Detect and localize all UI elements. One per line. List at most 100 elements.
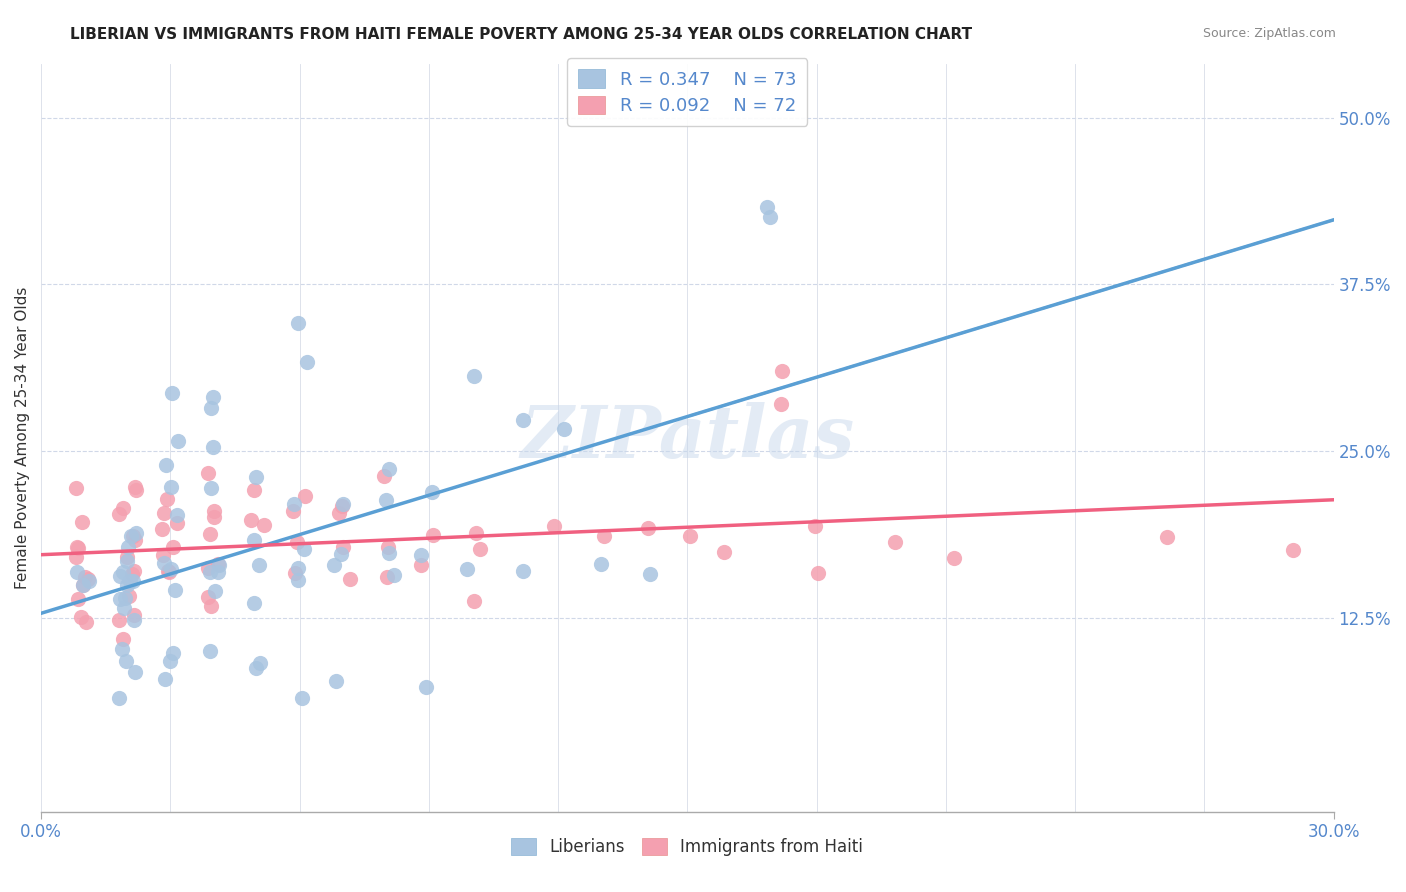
Point [883,534,905,549]
Point [197,466,219,480]
Point [553,422,575,436]
Point [162,646,184,660]
Point [197,591,219,605]
Point [543,519,565,533]
Point [112,632,135,646]
Point [1156,530,1178,544]
Point [382,568,405,582]
Point [160,480,183,494]
Point [330,547,353,561]
Point [420,485,443,500]
Point [66,540,89,554]
Point [202,390,225,404]
Point [245,469,267,483]
Point [155,492,177,507]
Point [759,210,782,224]
Point [283,497,305,511]
Point [153,507,176,521]
Point [152,548,174,562]
Point [162,540,184,554]
Point [713,545,735,559]
Point [943,550,966,565]
Point [157,565,180,579]
Point [339,573,361,587]
Point [112,600,135,615]
Point [122,564,145,578]
Point [160,385,183,400]
Point [247,558,270,573]
Point [67,541,90,555]
Point [155,458,177,472]
Point [1281,542,1303,557]
Point [200,481,222,495]
Point [108,613,131,627]
Point [111,642,134,657]
Point [463,368,485,383]
Point [249,656,271,670]
Point [75,615,97,630]
Point [512,413,534,427]
Point [72,578,94,592]
Point [159,562,181,576]
Point [202,503,225,517]
Point [804,518,827,533]
Point [287,316,309,330]
Point [200,401,222,416]
Point [202,510,225,524]
Text: ZIPatlas: ZIPatlas [520,402,855,474]
Point [332,497,354,511]
Point [637,520,659,534]
Point [770,364,793,378]
Point [108,591,131,606]
Point [456,562,478,576]
Point [807,566,830,581]
Point [378,462,401,476]
Point [292,542,315,557]
Y-axis label: Female Poverty Among 25-34 Year Olds: Female Poverty Among 25-34 Year Olds [15,286,30,589]
Point [463,593,485,607]
Point [253,517,276,532]
Point [200,599,222,613]
Point [243,596,266,610]
Point [465,525,488,540]
Point [284,566,307,580]
Point [245,661,267,675]
Point [118,590,141,604]
Point [66,565,89,579]
Point [330,500,353,514]
Point [124,665,146,680]
Point [422,527,444,541]
Point [120,574,142,588]
Point [124,526,146,541]
Point [377,540,399,554]
Point [66,591,89,606]
Point [589,558,612,572]
Point [112,566,135,580]
Point [122,607,145,622]
Point [122,529,145,543]
Point [756,200,779,214]
Text: LIBERIAN VS IMMIGRANTS FROM HAITI FEMALE POVERTY AMONG 25-34 YEAR OLDS CORRELATI: LIBERIAN VS IMMIGRANTS FROM HAITI FEMALE… [70,27,973,42]
Point [373,469,395,483]
Point [378,545,401,559]
Point [115,549,138,564]
Point [202,440,225,454]
Point [108,690,131,705]
Point [111,501,134,516]
Point [108,569,131,583]
Point [117,578,139,592]
Point [120,529,142,543]
Point [375,492,398,507]
Point [121,574,143,588]
Point [200,526,222,541]
Point [208,558,231,572]
Point [638,567,661,582]
Point [70,515,93,529]
Point [198,644,221,658]
Point [159,654,181,668]
Point [125,483,148,497]
Point [207,566,229,580]
Point [325,674,347,689]
Point [65,481,87,495]
Point [415,680,437,694]
